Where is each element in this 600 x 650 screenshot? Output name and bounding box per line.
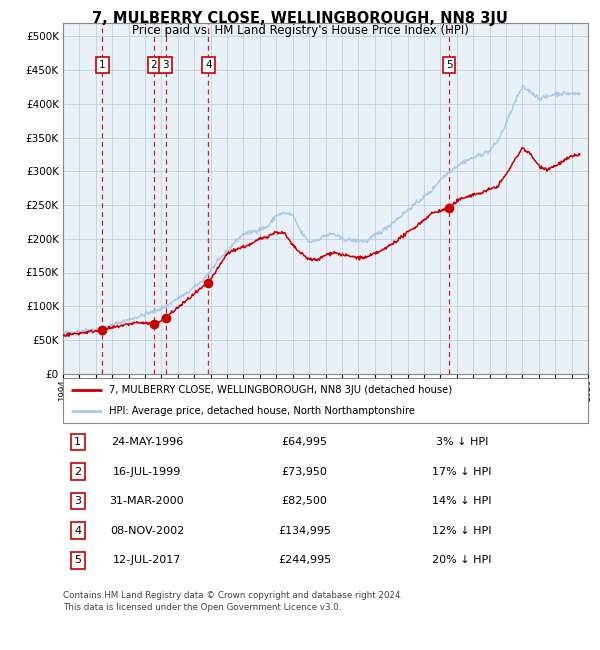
Text: £244,995: £244,995 [278, 556, 331, 566]
Text: 7, MULBERRY CLOSE, WELLINGBOROUGH, NN8 3JU: 7, MULBERRY CLOSE, WELLINGBOROUGH, NN8 3… [92, 11, 508, 26]
Text: 16-JUL-1999: 16-JUL-1999 [113, 467, 181, 476]
Text: Contains HM Land Registry data © Crown copyright and database right 2024.: Contains HM Land Registry data © Crown c… [63, 592, 403, 601]
Text: 1: 1 [74, 437, 81, 447]
Text: 4: 4 [205, 60, 212, 70]
Text: £82,500: £82,500 [281, 496, 328, 506]
Text: 1: 1 [99, 60, 106, 70]
Text: 2: 2 [151, 60, 157, 70]
Text: 08-NOV-2002: 08-NOV-2002 [110, 526, 184, 536]
Text: 5: 5 [74, 556, 81, 566]
Text: 2: 2 [74, 467, 81, 476]
Text: 3: 3 [74, 496, 81, 506]
Text: £134,995: £134,995 [278, 526, 331, 536]
Text: £64,995: £64,995 [281, 437, 328, 447]
Text: 24-MAY-1996: 24-MAY-1996 [111, 437, 183, 447]
Text: 31-MAR-2000: 31-MAR-2000 [110, 496, 184, 506]
Text: HPI: Average price, detached house, North Northamptonshire: HPI: Average price, detached house, Nort… [109, 406, 415, 415]
Text: 17% ↓ HPI: 17% ↓ HPI [432, 467, 492, 476]
Text: 5: 5 [446, 60, 452, 70]
Text: 14% ↓ HPI: 14% ↓ HPI [432, 496, 492, 506]
Text: 3% ↓ HPI: 3% ↓ HPI [436, 437, 488, 447]
Text: 4: 4 [74, 526, 81, 536]
Text: Price paid vs. HM Land Registry's House Price Index (HPI): Price paid vs. HM Land Registry's House … [131, 24, 469, 37]
Text: 7, MULBERRY CLOSE, WELLINGBOROUGH, NN8 3JU (detached house): 7, MULBERRY CLOSE, WELLINGBOROUGH, NN8 3… [109, 385, 452, 395]
Text: £73,950: £73,950 [281, 467, 328, 476]
Text: 12-JUL-2017: 12-JUL-2017 [113, 556, 181, 566]
FancyBboxPatch shape [63, 378, 588, 422]
Text: 20% ↓ HPI: 20% ↓ HPI [432, 556, 492, 566]
Text: This data is licensed under the Open Government Licence v3.0.: This data is licensed under the Open Gov… [63, 603, 341, 612]
Text: 12% ↓ HPI: 12% ↓ HPI [432, 526, 492, 536]
Text: 3: 3 [162, 60, 169, 70]
